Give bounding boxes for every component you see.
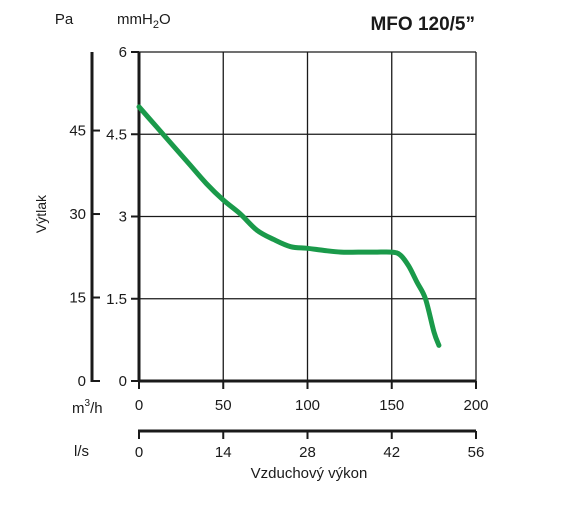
y-tick-label-pa: 0 (78, 373, 86, 390)
x-tick-label-m3h: 200 (463, 397, 488, 414)
x-tick-label-m3h: 50 (215, 397, 232, 414)
ls-unit-label: l/s (74, 443, 89, 460)
mmh2o-unit-tail: O (159, 11, 171, 28)
mmh2o-unit-base: mmH (117, 11, 153, 28)
y-tick-label-pa: 15 (69, 290, 86, 307)
x-tick-label-m3h: 150 (379, 397, 404, 414)
y-tick-label-mmh2o: 4.5 (106, 126, 127, 143)
x-tick-label-ls: 56 (468, 444, 485, 461)
pa-unit-label: Pa (55, 11, 74, 28)
grid (138, 51, 477, 382)
x-tick-label-m3h: 100 (295, 397, 320, 414)
y-tick-label-mmh2o: 0 (119, 373, 127, 390)
y-tick-label-mmh2o: 3 (119, 209, 127, 226)
performance-curve-line (136, 104, 442, 348)
x-tick-label-m3h: 0 (135, 397, 143, 414)
tick-labels: 0 1.5 3 4.5 6 0 15 30 45 0 50 100 150 200 0 14 28 42 56 (69, 44, 488, 461)
x-tick-label-ls: 42 (383, 444, 400, 461)
y-tick-label-mmh2o: 1.5 (106, 291, 127, 308)
m3h-unit-label: m3/h (72, 398, 103, 417)
x-tick-label-ls: 0 (135, 444, 143, 461)
m3h-unit-tail: /h (90, 400, 103, 417)
x-tick-label-ls: 14 (215, 444, 232, 461)
m3h-unit-sup: 3 (85, 398, 91, 409)
m3h-unit-base: m (72, 400, 85, 417)
y-axis-title: Výtlak (33, 194, 49, 233)
series (136, 104, 442, 348)
axes (90, 52, 476, 433)
y-tick-label-pa: 45 (69, 123, 86, 140)
y-tick-label-mmh2o: 6 (119, 44, 127, 61)
mmh2o-unit-label: mmH2O (117, 11, 171, 31)
chart-title: MFO 120/5” (370, 14, 475, 35)
x-tick-label-ls: 28 (299, 444, 316, 461)
mmh2o-unit-sub: 2 (153, 19, 159, 31)
y-tick-label-pa: 30 (69, 206, 86, 223)
x-axis-title: Vzduchový výkon (251, 465, 368, 482)
